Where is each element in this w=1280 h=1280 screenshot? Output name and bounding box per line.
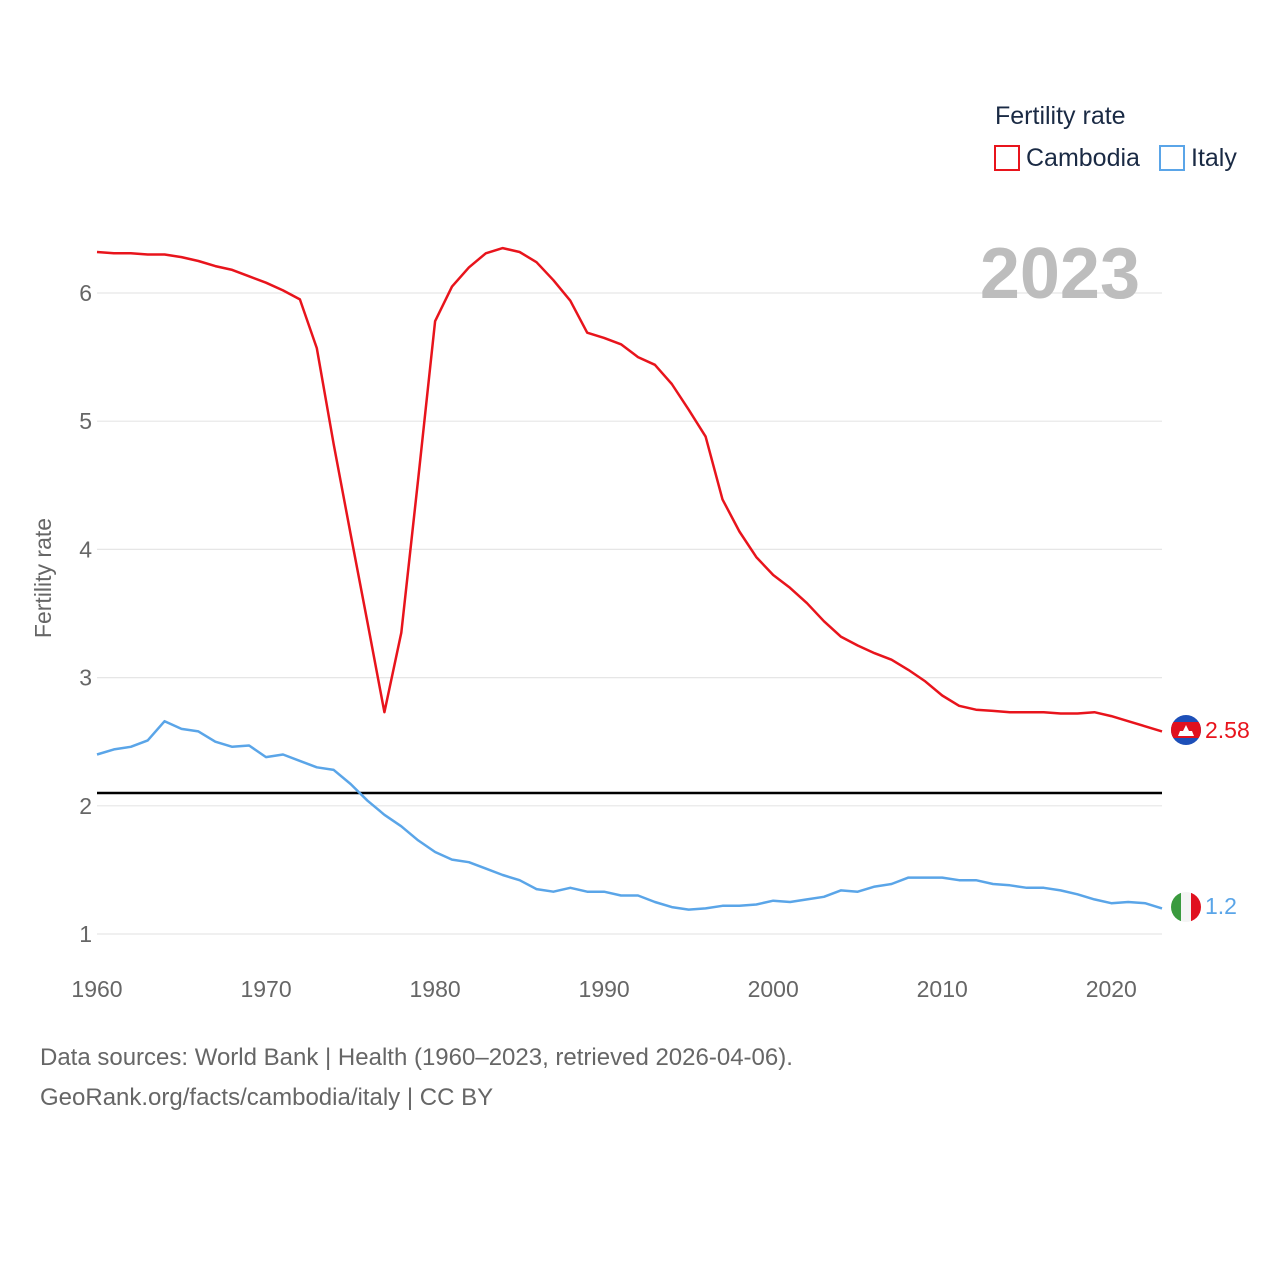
y-tick-label: 6 (79, 280, 92, 306)
x-tick-label: 1980 (410, 976, 461, 1002)
y-tick-label: 4 (79, 536, 92, 562)
grid-lines (97, 292, 1162, 935)
footer-sources: Data sources: World Bank | Health (1960–… (40, 1044, 793, 1071)
y-tick-label: 1 (79, 921, 92, 947)
legend: Fertility rate Cambodia Italy (994, 102, 1237, 172)
series-line-italy[interactable] (96, 719, 1163, 911)
legend-title: Fertility rate (995, 102, 1126, 130)
x-tick-label: 2010 (917, 976, 968, 1002)
cambodia-end-value: 2.58 (1205, 717, 1250, 743)
x-tick-label: 1990 (579, 976, 630, 1002)
x-tick-label: 2020 (1086, 976, 1137, 1002)
italy-end-value: 1.2 (1205, 893, 1237, 919)
cambodia-flag-icon (1171, 715, 1201, 745)
x-axis-ticks: 1960 1970 1980 1990 2000 2010 2020 (71, 976, 1136, 1002)
legend-label-italy[interactable]: Italy (1191, 144, 1237, 172)
legend-swatch-cambodia[interactable] (994, 145, 1020, 171)
x-tick-label: 1970 (240, 976, 291, 1002)
legend-label-cambodia[interactable]: Cambodia (1026, 144, 1140, 172)
italy-flag-icon (1171, 892, 1201, 922)
series-lines (96, 246, 1163, 911)
series-line-cambodia[interactable] (96, 246, 1163, 733)
y-axis-title: Fertility rate (30, 518, 56, 638)
y-axis-ticks: 1 2 3 4 5 6 (79, 280, 92, 947)
y-tick-label: 3 (79, 665, 92, 691)
y-tick-label: 2 (79, 793, 92, 819)
y-tick-label: 5 (79, 408, 92, 434)
x-tick-label: 1960 (71, 976, 122, 1002)
x-tick-label: 2000 (748, 976, 799, 1002)
legend-swatch-italy[interactable] (1159, 145, 1185, 171)
footer-attribution[interactable]: GeoRank.org/facts/cambodia/italy | CC BY (40, 1084, 494, 1111)
year-label: 2023 (980, 234, 1140, 314)
